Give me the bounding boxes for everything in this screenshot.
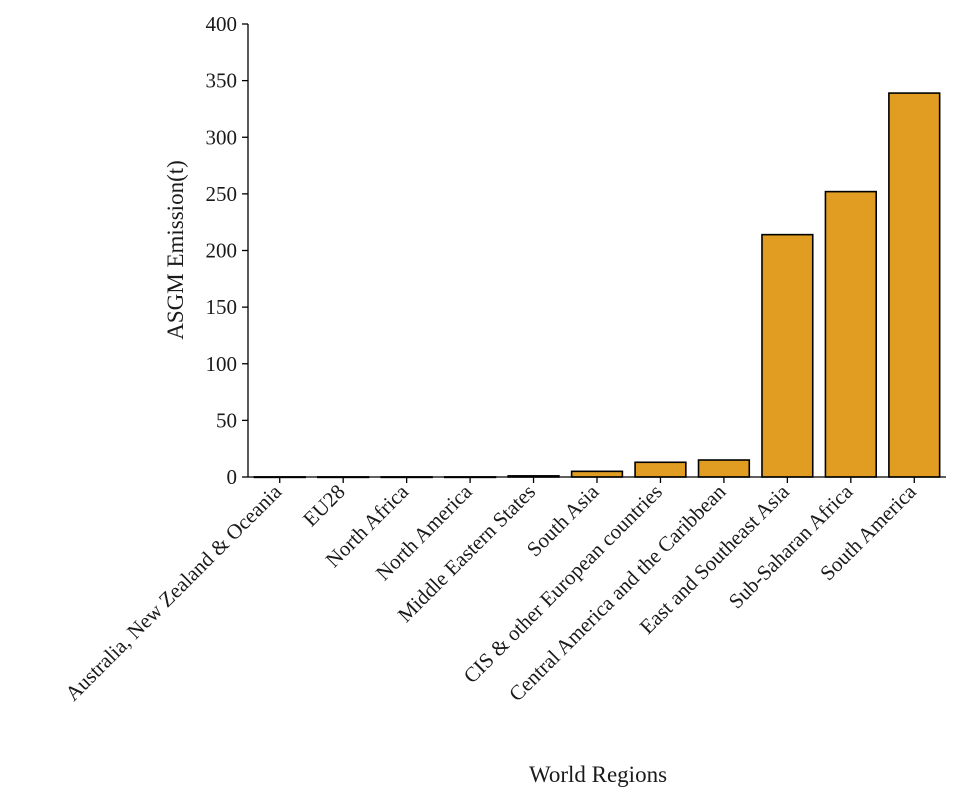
y-tick-label: 100 <box>206 352 238 376</box>
bar <box>570 470 624 478</box>
y-tick-label: 200 <box>206 239 238 263</box>
bar <box>888 92 941 478</box>
x-tick-label: EU28 <box>298 480 350 532</box>
y-tick-label: 150 <box>206 295 238 319</box>
y-tick-label: 50 <box>216 408 237 432</box>
y-tick-label: 300 <box>206 125 238 149</box>
y-axis-title: ASGM Emission(t) <box>163 160 188 340</box>
x-tick-label: Australia, New Zealand & Oceania <box>60 479 286 705</box>
bar <box>824 190 877 478</box>
y-tick-label: 350 <box>206 69 238 93</box>
y-tick-label: 250 <box>206 182 238 206</box>
bar <box>697 459 751 478</box>
bar <box>761 233 814 478</box>
x-ticks: Australia, New Zealand & Oceania EU28Nort… <box>60 477 921 706</box>
y-ticks: 0 50 100 150 200 250 300 350 400 <box>206 12 248 489</box>
y-tick-label: 400 <box>206 12 238 36</box>
y-tick-label: 0 <box>227 465 238 489</box>
bars-layer <box>253 92 941 479</box>
bar <box>634 461 687 478</box>
x-axis-title: World Regions <box>529 762 667 787</box>
